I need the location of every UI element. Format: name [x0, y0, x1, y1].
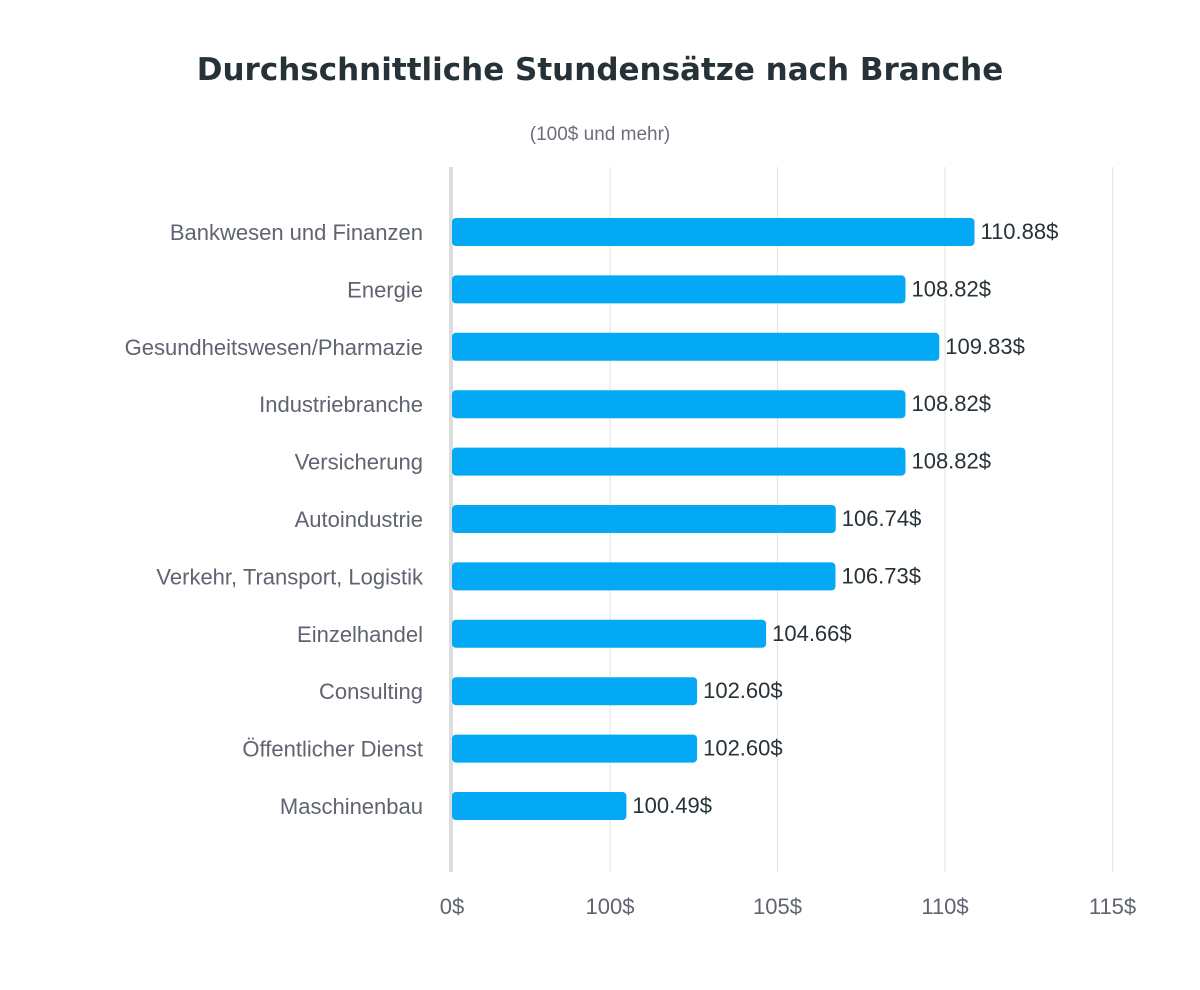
bar-6 — [452, 562, 836, 591]
tick-layer: 0$ 100$ 105$ 110$ 115$ — [440, 894, 1136, 919]
x-tick-label-2: 105$ — [753, 894, 802, 919]
bar-1 — [452, 275, 906, 304]
value-label-1: 108.82$ — [911, 276, 991, 301]
bar-7 — [452, 619, 767, 648]
bar-8 — [452, 677, 698, 706]
chart-title: Durchschnittliche Stundensätze nach Bran… — [196, 52, 1004, 88]
category-label-4: Versicherung — [295, 450, 423, 475]
value-label-6: 106.73$ — [841, 563, 921, 588]
bar-layer — [452, 218, 975, 820]
category-label-6: Verkehr, Transport, Logistik — [156, 564, 424, 589]
bar-4 — [452, 447, 906, 476]
bar-9 — [452, 734, 698, 763]
category-label-9: Öffentlicher Dienst — [242, 737, 423, 762]
category-label-0: Bankwesen und Finanzen — [170, 220, 423, 245]
value-label-9: 102.60$ — [703, 736, 783, 761]
bar-0 — [452, 218, 975, 246]
x-tick-label-4: 115$ — [1089, 894, 1136, 919]
bar-2 — [452, 332, 940, 361]
category-label-5: Autoindustrie — [295, 507, 423, 532]
x-tick-label-0: 0$ — [440, 894, 464, 919]
value-label-5: 106.74$ — [842, 506, 922, 531]
category-label-3: Industriebranche — [259, 392, 423, 417]
category-label-7: Einzelhandel — [297, 622, 423, 647]
value-label-4: 108.82$ — [911, 449, 991, 474]
chart-subtitle: (100$ und mehr) — [529, 124, 671, 145]
category-label-10: Maschinenbau — [280, 794, 423, 819]
value-label-2: 109.83$ — [945, 334, 1025, 359]
bar-10 — [452, 792, 627, 820]
value-label-8: 102.60$ — [703, 678, 783, 703]
x-tick-label-1: 100$ — [586, 894, 635, 919]
value-label-7: 104.66$ — [772, 621, 852, 646]
category-label-1: Energie — [347, 277, 423, 302]
bar-3 — [452, 390, 906, 419]
value-label-3: 108.82$ — [911, 391, 991, 416]
category-label-8: Consulting — [319, 679, 423, 704]
label-layer: Bankwesen und Finanzen 110.88$ Energie 108.… — [125, 219, 1059, 819]
value-label-0: 110.88$ — [980, 219, 1058, 244]
bar-5 — [452, 505, 836, 533]
category-label-2: Gesundheitswesen/Pharmazie — [125, 335, 423, 360]
x-tick-label-3: 110$ — [921, 894, 968, 919]
value-label-10: 100.49$ — [632, 793, 712, 818]
